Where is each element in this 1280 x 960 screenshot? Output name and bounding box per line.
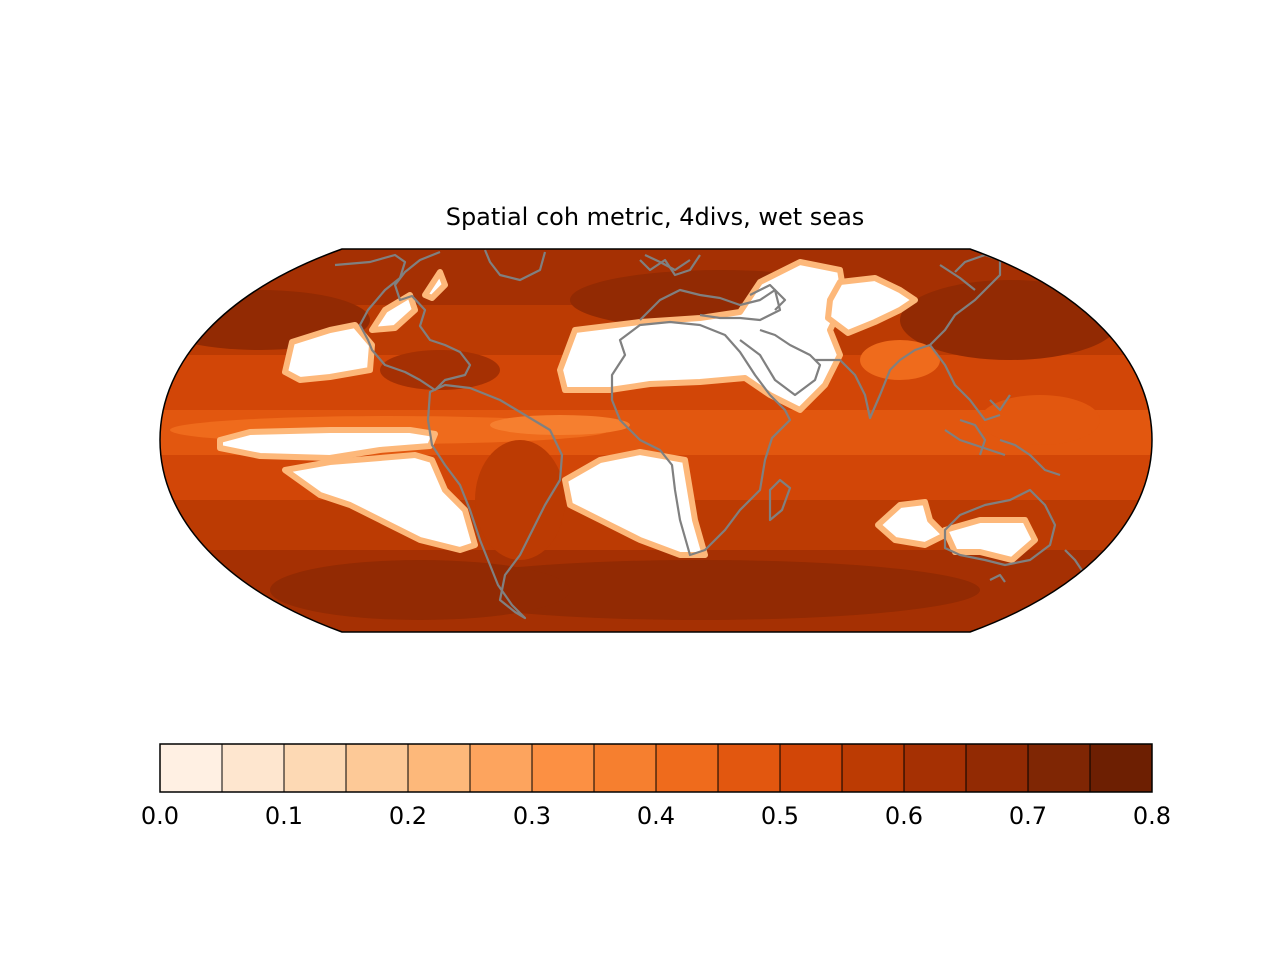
colorbar-tick-label: 0.2 (389, 802, 427, 830)
colorbar-cell (345, 743, 409, 793)
colorbar-tick-label: 0.5 (761, 802, 799, 830)
colorbar-tick-label: 0.7 (1009, 802, 1047, 830)
colorbar-cell (655, 743, 719, 793)
colorbar-cell (717, 743, 781, 793)
colorbar-cell (593, 743, 657, 793)
colorbar-tick-label: 0.1 (265, 802, 303, 830)
colorbar-cell (1027, 743, 1091, 793)
colorbar-cell (965, 743, 1029, 793)
colorbar-tick-label: 0.0 (141, 802, 179, 830)
colorbar-cell (841, 743, 905, 793)
colorbar-tick-label: 0.3 (513, 802, 551, 830)
colorbar-tick-label: 0.8 (1133, 802, 1171, 830)
map-boundary (159, 248, 1153, 633)
colorbar-tick-label: 0.4 (637, 802, 675, 830)
colorbar-cell (531, 743, 595, 793)
coastlines (334, 249, 1087, 620)
colorbar-cell (407, 743, 471, 793)
colorbar-tick-label: 0.6 (885, 802, 923, 830)
colorbar-cell (469, 743, 533, 793)
colorbar-cell (221, 743, 285, 793)
colorbar-cell (1089, 743, 1153, 793)
colorbar-cell (283, 743, 347, 793)
colorbar-frame (159, 743, 1153, 793)
map-title: Spatial coh metric, 4divs, wet seas (445, 203, 865, 231)
masked-regions (217, 259, 1038, 563)
colorbar-cell (159, 743, 223, 793)
colorbar-cell (779, 743, 843, 793)
colorbar-cell (903, 743, 967, 793)
